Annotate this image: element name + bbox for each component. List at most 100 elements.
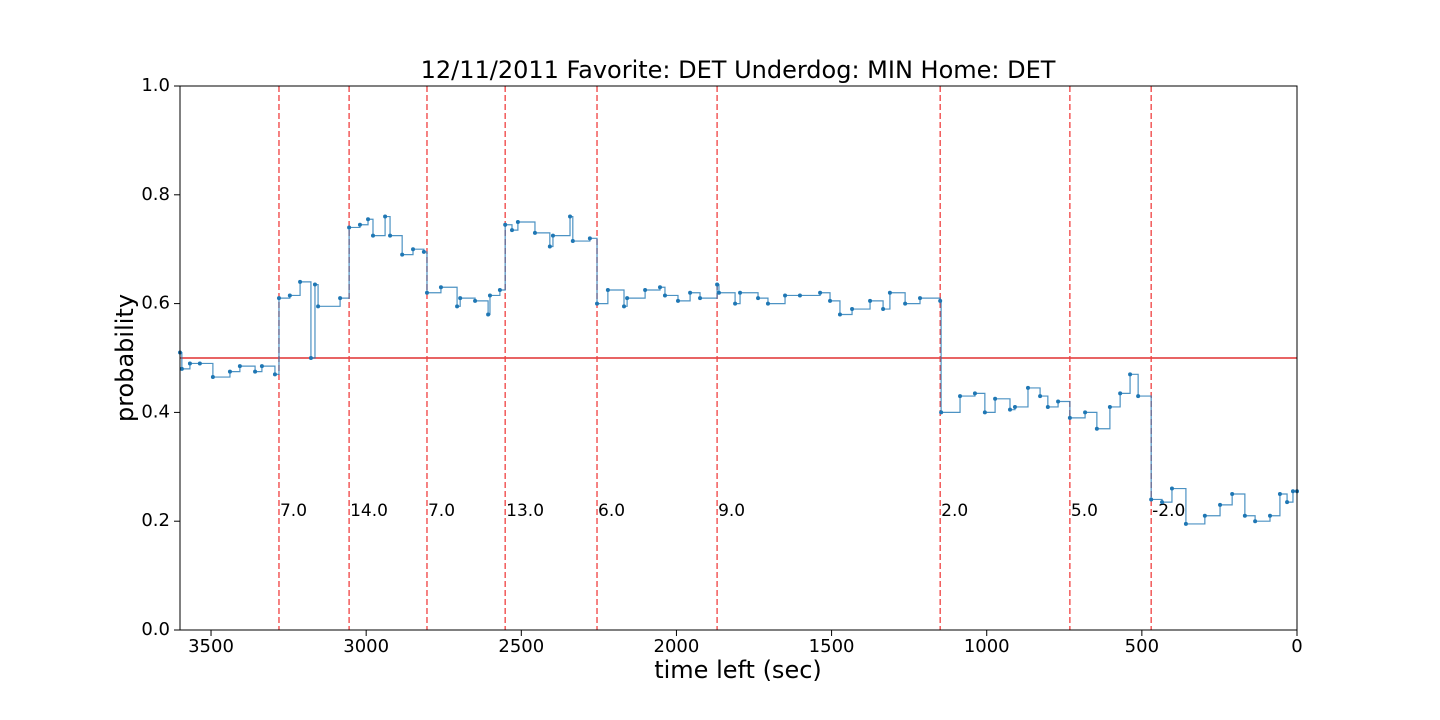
data-point [622,304,627,309]
data-point [308,356,313,360]
data-point [850,307,855,312]
data-point [1290,489,1295,494]
data-point [366,217,371,222]
data-point [509,228,514,233]
data-point [179,366,184,371]
x-tick-label: 0 [1291,636,1302,657]
data-point [765,301,770,306]
data-point [625,296,630,301]
data-point [400,252,405,257]
data-point [1183,521,1188,526]
data-point [657,285,662,290]
y-tick-label: 0.2 [141,510,170,531]
data-point [210,375,215,380]
x-tick-label: 2500 [498,636,544,657]
data-point [347,225,352,230]
data-point [438,285,443,290]
data-point [1277,492,1282,496]
data-point [993,396,998,401]
data-point [316,304,321,309]
data-point [1218,502,1223,507]
data-point [881,307,886,312]
data-point [643,288,648,292]
x-tick-label: 3000 [343,636,389,657]
data-point [197,361,202,366]
data-point [783,293,788,298]
x-tick-label: 2000 [654,636,700,657]
y-tick-label: 0.6 [141,293,170,314]
data-point [259,364,264,369]
data-point [357,222,362,227]
score-change-label: 7.0 [428,501,455,521]
data-point [1285,500,1290,505]
score-change-label: 7.0 [280,501,307,521]
data-point [1118,391,1123,396]
y-tick-label: 1.0 [141,75,170,96]
data-point [370,233,375,238]
data-point [662,293,667,298]
data-point [828,298,833,303]
data-point [972,391,977,396]
data-point [1067,415,1072,420]
x-tick-label: 1000 [964,636,1010,657]
data-point [756,296,761,301]
data-point [1160,500,1165,505]
data-point [688,290,693,295]
data-point [253,369,258,374]
y-tick-label: 0.4 [141,401,170,422]
data-point [1230,492,1235,496]
score-change-label: 13.0 [506,501,544,521]
data-point [1128,372,1133,377]
data-point [716,290,721,295]
data-point [1045,404,1050,409]
data-point [1169,486,1174,491]
series-line [180,215,1297,525]
data-point [411,247,416,252]
data-point [1202,513,1207,518]
data-point [515,220,520,224]
data-point [298,279,303,284]
data-point [458,296,463,301]
data-point [837,312,842,317]
data-point [276,296,281,301]
x-tick-label: 1500 [809,636,855,657]
x-axis-label: time left (sec) [654,656,822,684]
score-change-label: -2.0 [1152,501,1185,521]
data-point [473,298,478,303]
data-point [903,301,908,306]
data-point [887,290,892,295]
data-point [1083,410,1088,415]
data-point [733,301,738,306]
data-point [568,214,573,219]
data-point [1038,394,1043,399]
data-point [486,312,491,317]
y-axis-label: probability [111,294,139,422]
data-point [187,361,192,366]
data-point [237,364,242,369]
data-point [312,282,317,287]
data-point [503,222,508,227]
x-tick-label: 500 [1125,636,1159,657]
data-point [487,293,492,298]
data-point [550,233,555,238]
score-change-label: 14.0 [350,501,388,521]
data-point [939,410,944,415]
data-point [547,244,552,249]
data-point [1107,404,1112,409]
data-point [982,410,987,415]
data-point [818,290,823,295]
data-point [958,394,963,399]
data-point [421,249,426,254]
data-point [424,290,429,295]
data-point [1268,513,1273,518]
data-point [388,233,393,238]
data-point [383,214,388,219]
data-point [338,296,343,301]
score-change-label: 2.0 [941,501,968,521]
data-point [605,288,610,292]
score-change-label: 9.0 [718,501,745,521]
data-point [1094,426,1099,431]
data-point [1056,399,1061,404]
